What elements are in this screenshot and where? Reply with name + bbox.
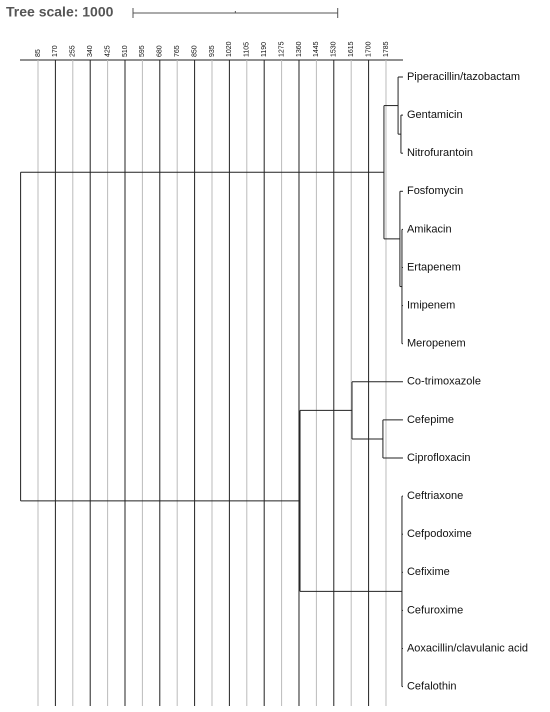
leaf-label: Ceftriaxone — [407, 490, 463, 502]
axis-tick-label: 1020 — [226, 41, 233, 57]
axis-tick-label: 1190 — [261, 42, 268, 57]
leaf-label: Cefepime — [407, 414, 454, 426]
leaf-label: Cefalothin — [407, 681, 457, 693]
leaf-label: Amikacin — [407, 223, 452, 235]
axis-tick-label: 85 — [35, 49, 42, 57]
axis-tick-label: 1615 — [348, 41, 355, 57]
axis-tick-label: 510 — [122, 45, 129, 57]
axis-tick-label: 1700 — [365, 41, 372, 57]
leaf-label: Cefuroxime — [407, 604, 463, 616]
axis-tick-label: 1530 — [331, 41, 338, 57]
axis-tick-label: 1360 — [296, 41, 303, 57]
leaf-label: Fosfomycin — [407, 185, 463, 197]
leaf-label: Imipenem — [407, 300, 455, 312]
axis-tick-label: 850 — [191, 45, 198, 57]
leaf-label: Piperacillin/tazobactam — [407, 71, 520, 83]
leaf-label: Gentamicin — [407, 109, 463, 121]
axis-tick-label: 1105 — [244, 42, 251, 57]
axis-tick-label: 1785 — [383, 41, 390, 57]
leaf-label: Ciprofloxacin — [407, 452, 471, 464]
axis-tick-label: 425 — [104, 45, 111, 57]
axis-tick-label: 595 — [139, 45, 146, 57]
leaf-label: Aoxacillin/clavulanic acid — [407, 642, 528, 654]
axis-tick-label: 340 — [87, 45, 94, 57]
axis-tick-label: 1275 — [278, 41, 285, 57]
tree-scale-label: Tree scale: 1000 — [6, 4, 114, 20]
axis-tick-label: 170 — [52, 45, 59, 57]
axis-tick-label: 935 — [209, 45, 216, 57]
leaf-label: Cefpodoxime — [407, 528, 472, 540]
axis-tick-label: 765 — [174, 45, 181, 57]
leaf-label: Cefixime — [407, 566, 450, 578]
axis-tick-label: 1445 — [313, 41, 320, 57]
leaf-label: Nitrofurantoin — [407, 147, 473, 159]
axis-tick-label: 680 — [157, 45, 164, 57]
axis-tick-label: 255 — [70, 45, 77, 57]
leaf-label: Co-trimoxazole — [407, 376, 481, 388]
leaf-label: Ertapenem — [407, 261, 461, 273]
leaf-label: Meropenem — [407, 338, 466, 350]
